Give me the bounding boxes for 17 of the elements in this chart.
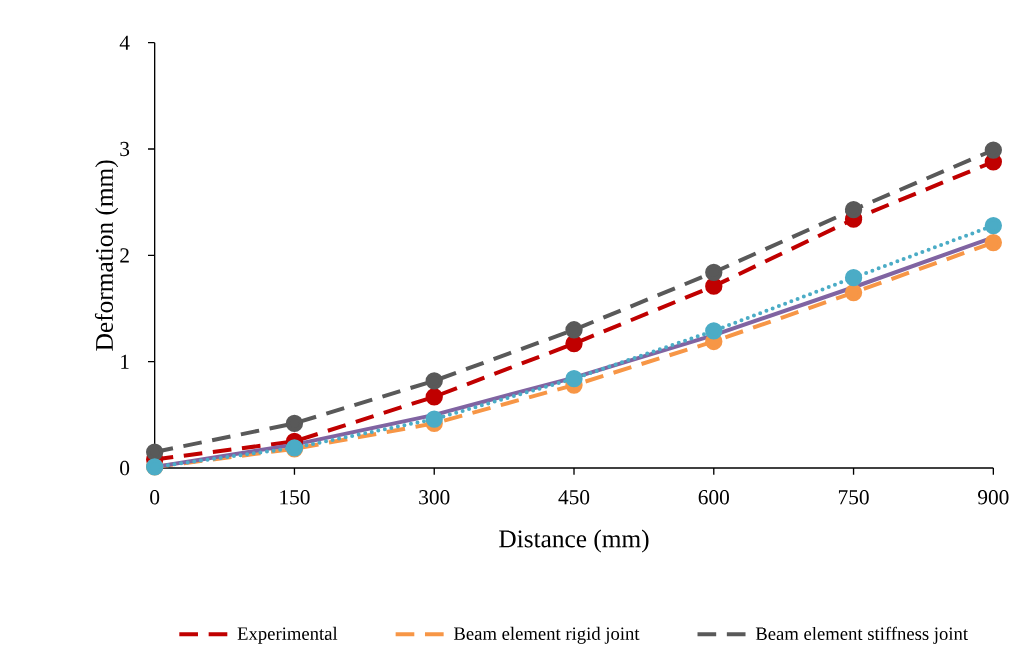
x-tick-label: 300: [419, 489, 450, 505]
x-tick-label: 900: [978, 489, 1009, 505]
y-tick-label: 3: [120, 141, 130, 157]
legend-label: Beam element rigid joint: [453, 626, 640, 644]
legend-label: Beam element stiffness joint: [755, 626, 968, 644]
y-tick-label: 4: [119, 35, 130, 50]
x-tick-label: 750: [838, 489, 869, 505]
x-tick-label: 150: [280, 489, 310, 505]
x-tick-label: 600: [698, 489, 729, 505]
x-axis-title: Distance (mm): [499, 529, 649, 553]
y-axis-title: Deformation (mm): [94, 160, 119, 351]
x-tick-label: 0: [150, 489, 160, 505]
x-tick-label: 450: [558, 489, 590, 505]
legend-label: Experimental: [237, 626, 338, 644]
y-tick-label: 1: [121, 354, 129, 369]
y-tick-label: 2: [120, 248, 129, 263]
y-tick-label: 0: [120, 460, 130, 476]
